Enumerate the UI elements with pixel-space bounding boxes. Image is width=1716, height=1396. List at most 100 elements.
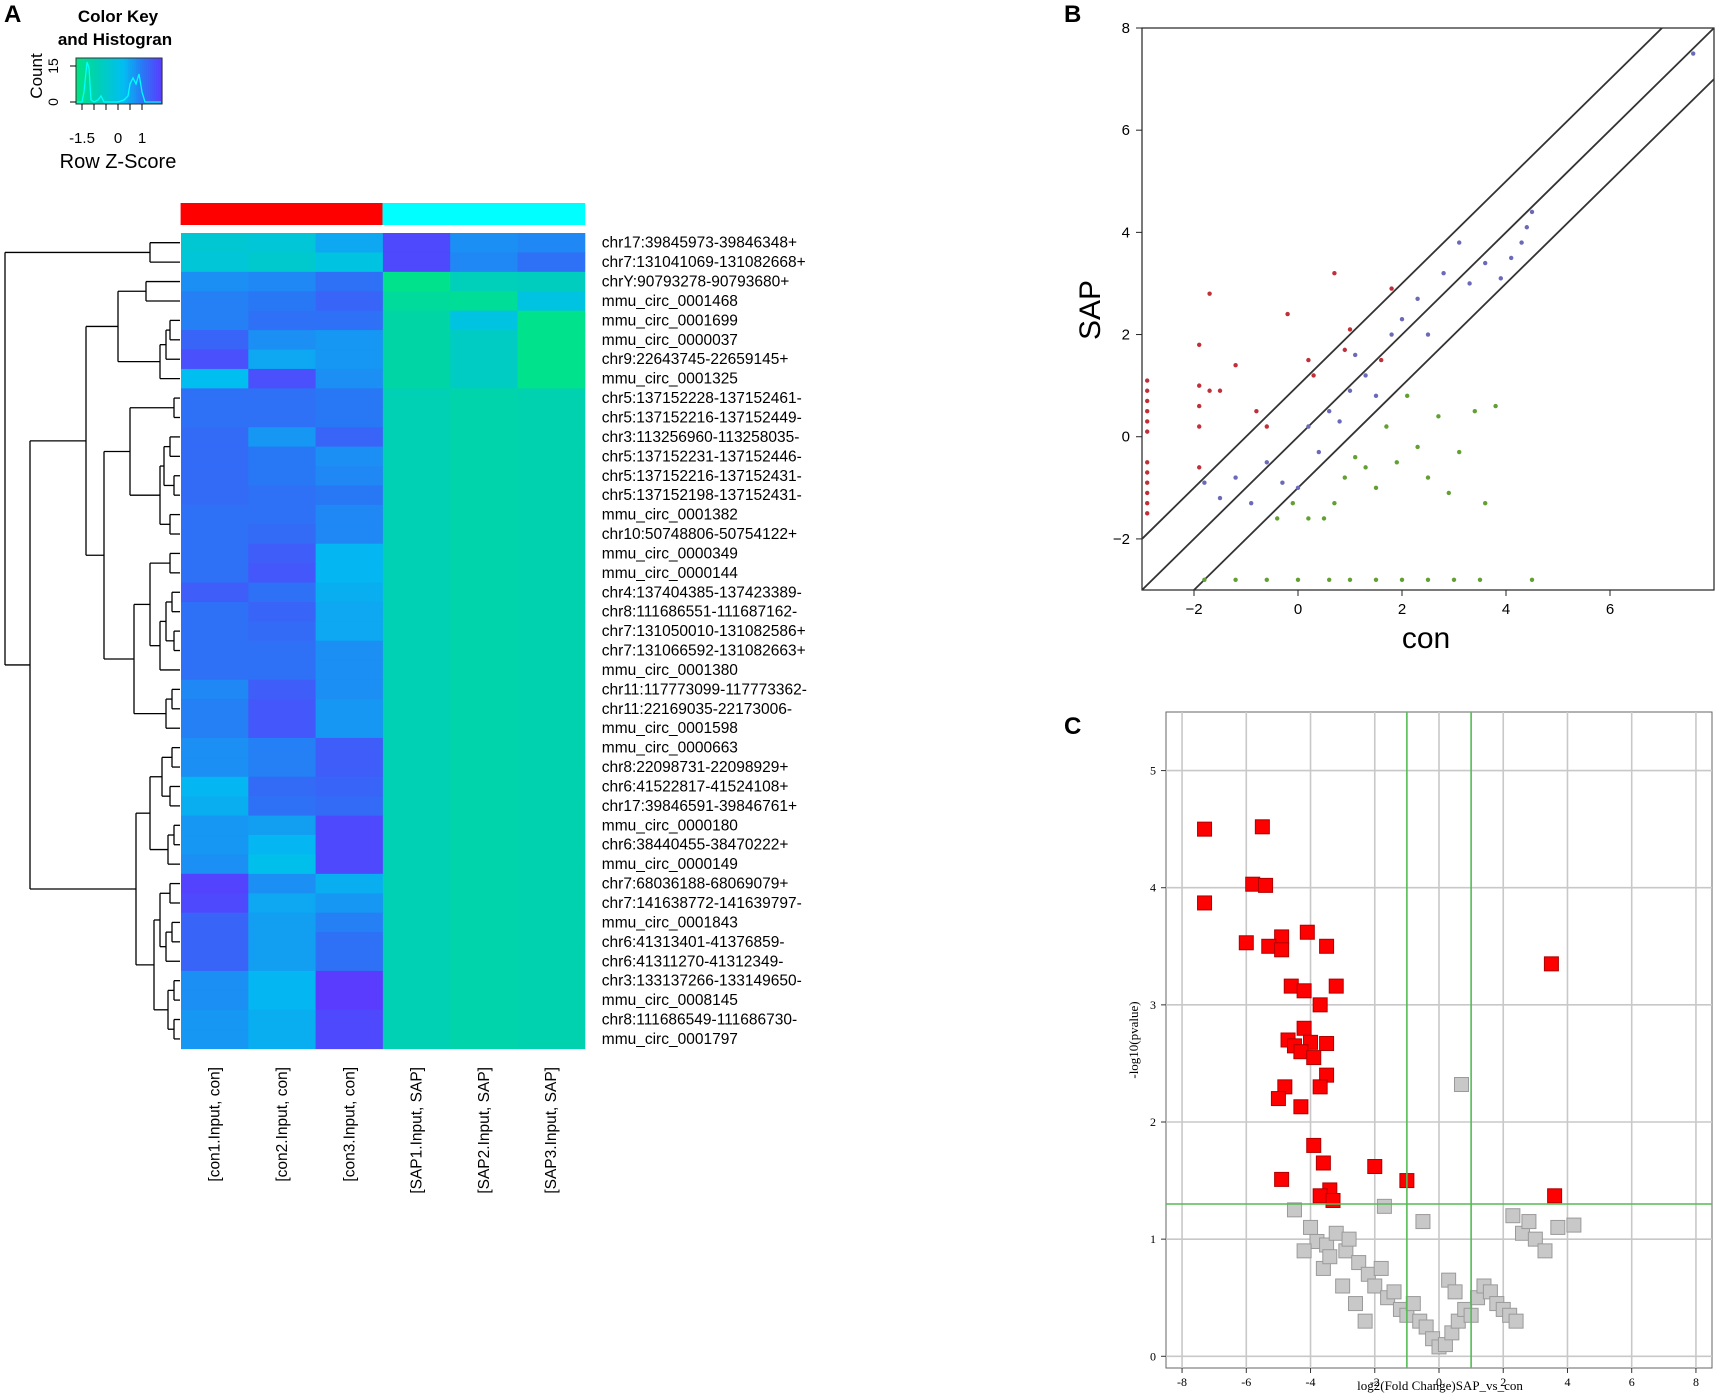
- heatmap-cell: [248, 582, 317, 603]
- row-label: mmu_circ_0000180: [602, 817, 739, 834]
- scatter-panel: −2 0 2 4 6 −2 0 2 4 6 8 con SAP: [1074, 20, 1715, 655]
- color-key-ytick: 15: [45, 58, 61, 74]
- heatmap-cell: [382, 854, 451, 875]
- volcano-point-not-significant: [1303, 1219, 1319, 1235]
- scatter-point-unchanged: [1483, 260, 1488, 266]
- heatmap-cell: [382, 446, 451, 467]
- heatmap-cell: [517, 815, 586, 836]
- heatmap-cell: [450, 815, 518, 836]
- heatmap-cell: [382, 815, 451, 836]
- heatmap-cell: [181, 466, 249, 486]
- heatmap-cell: [248, 932, 317, 953]
- scatter-point-unchanged: [1399, 317, 1405, 322]
- volcano-point-not-significant: [1322, 1249, 1338, 1265]
- heatmap-cell: [517, 349, 586, 370]
- scatter-point-down: [1425, 577, 1431, 582]
- heatmap-cell: [181, 718, 249, 739]
- heatmap-cell: [181, 699, 249, 719]
- heatmap-cell: [181, 330, 249, 351]
- heatmap-cell: [382, 970, 451, 991]
- heatmap-cell: [382, 912, 451, 933]
- color-key-swatch: [158, 58, 161, 104]
- row-label: chr7:131041069-131082668+: [602, 254, 806, 271]
- heatmap-cell: [315, 873, 384, 894]
- heatmap-cell: [181, 485, 249, 506]
- heatmap-cell: [517, 368, 586, 389]
- heatmap-cell: [181, 524, 249, 545]
- row-label: chr17:39845973-39846348+: [602, 235, 797, 252]
- scatter-point-down: [1321, 516, 1327, 521]
- row-label: chr5:137152231-137152446-: [602, 448, 802, 465]
- scatter-point-down: [1477, 577, 1483, 582]
- heatmap-cell: [315, 368, 384, 389]
- color-key-swatch: [146, 58, 149, 104]
- scatter-point-unchanged: [1373, 393, 1379, 399]
- heatmap-cell: [517, 1009, 586, 1030]
- heatmap-cell: [315, 835, 384, 855]
- heatmap-cell: [517, 563, 586, 584]
- scatter-xlabel: con: [1402, 622, 1450, 655]
- scatter-point-unchanged: [1249, 500, 1254, 506]
- group-color-bar: [180, 203, 586, 225]
- heatmap-cell: [382, 1029, 451, 1050]
- heatmap-cell: [517, 582, 586, 603]
- heatmap-cell: [450, 388, 518, 409]
- scatter-point-up: [1207, 388, 1212, 393]
- heatmap-cell: [450, 932, 518, 953]
- heatmap-cell: [315, 543, 384, 564]
- volcano-point-significant: [1296, 1020, 1312, 1036]
- heatmap-cell: [382, 368, 451, 389]
- row-label: chr10:50748806-50754122+: [602, 526, 797, 543]
- heatmap-cell: [248, 563, 317, 584]
- heatmap-cell: [450, 233, 518, 253]
- heatmap-panel: Color Key and Histogran Count 0 15 -1.5 …: [4, 7, 807, 1194]
- heatmap-cell: [517, 543, 586, 564]
- heatmap-cell: [315, 796, 384, 817]
- heatmap-cell: [248, 796, 317, 817]
- column-label: [SAP2.Input, SAP]: [476, 1067, 493, 1194]
- scatter-point-unchanged: [1524, 225, 1530, 230]
- column-label: [con1.Input, con]: [207, 1067, 224, 1182]
- heatmap-cell: [382, 427, 451, 448]
- scatter-points: [1145, 51, 1696, 582]
- heatmap-cell: [450, 291, 518, 312]
- heatmap-cell: [382, 737, 451, 758]
- heatmap-cell: [248, 660, 317, 681]
- volcano-ytick-label: 1: [1150, 1232, 1156, 1246]
- heatmap-cell: [382, 271, 451, 292]
- scatter-point-up: [1145, 388, 1150, 393]
- heatmap-cell: [315, 1009, 384, 1030]
- color-key-swatch: [134, 58, 137, 104]
- heatmap-cell: [450, 485, 518, 506]
- heatmap-cell: [248, 524, 317, 545]
- color-key-swatch: [152, 58, 155, 104]
- heatmap-cell: [315, 427, 384, 448]
- heatmap-cell: [450, 310, 518, 331]
- row-label: mmu_circ_0001325: [602, 371, 738, 388]
- row-label: mmu_circ_0000663: [602, 740, 738, 757]
- color-key-swatch: [156, 58, 159, 104]
- heatmap-cell: [181, 932, 249, 953]
- heatmap-cell: [382, 893, 451, 914]
- heatmap-cell: [181, 621, 249, 642]
- heatmap-cell: [181, 679, 249, 700]
- scatter-point-down: [1384, 424, 1389, 429]
- heatmap-cell: [382, 990, 451, 1011]
- scatter-point-down: [1399, 577, 1405, 582]
- scatter-point-down: [1373, 485, 1379, 491]
- scatter-point-up: [1264, 424, 1270, 429]
- heatmap-cell: [181, 271, 249, 292]
- volcano-panel: -8 -6 -4 -2 0 2 4 6 8 0 1 2 3 4 5 log2(Fold Change)SAP…: [1126, 711, 1713, 1393]
- scatter-point-up: [1145, 408, 1150, 414]
- heatmap-cell: [315, 330, 384, 351]
- scatter-point-unchanged: [1389, 332, 1394, 337]
- heatmap-cell: [248, 330, 317, 351]
- volcano-grid: [1166, 712, 1712, 1368]
- scatter-point-up: [1233, 363, 1238, 368]
- heatmap-cell: [248, 388, 317, 409]
- heatmap-cell: [517, 485, 586, 506]
- scatter-point-up: [1342, 347, 1348, 353]
- heatmap-cell: [248, 1009, 317, 1030]
- color-key-histogram: [77, 61, 161, 103]
- volcano-xtick-label: -6: [1241, 1375, 1251, 1389]
